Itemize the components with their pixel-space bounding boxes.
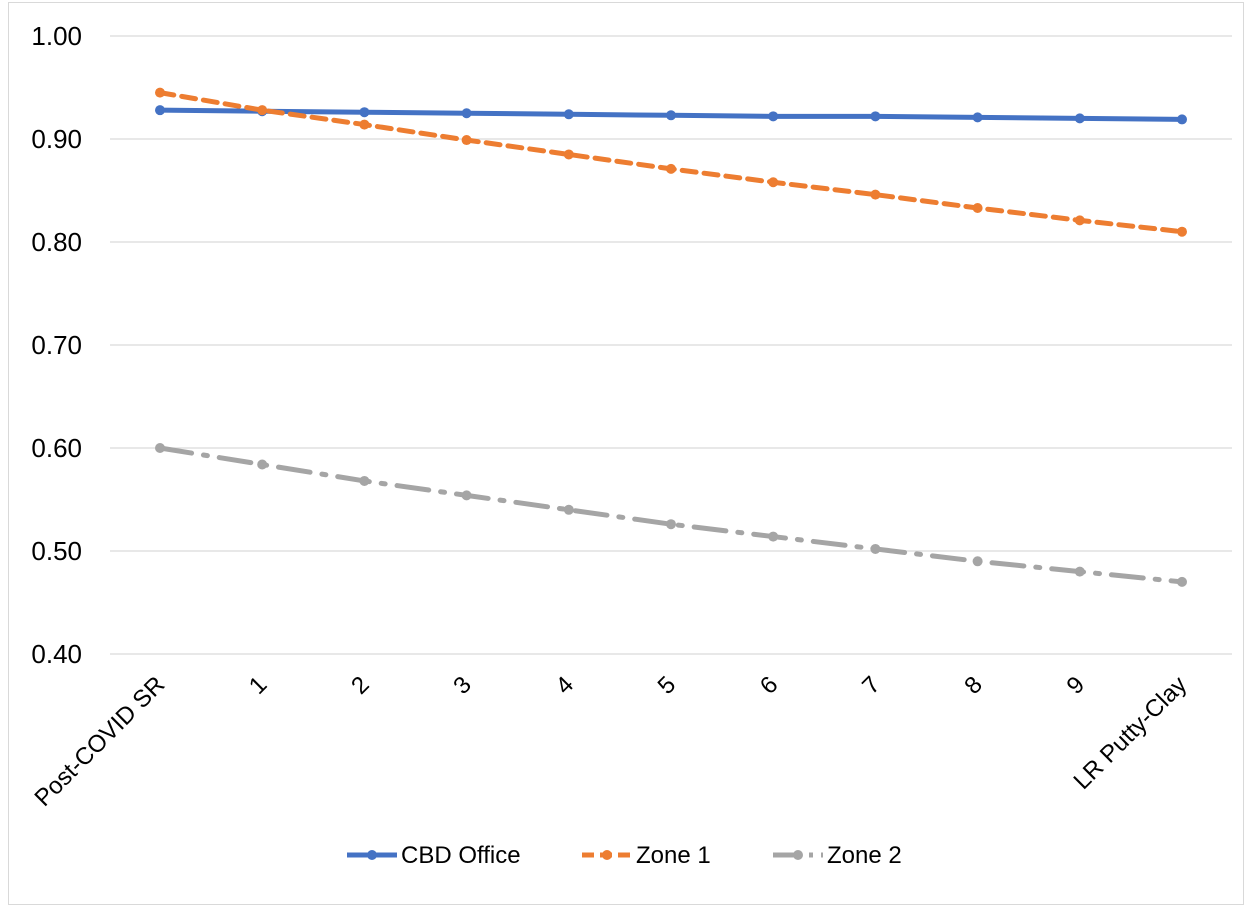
x-tick-label: 6	[755, 671, 784, 700]
data-point	[461, 108, 472, 119]
data-point	[1177, 114, 1187, 125]
series-lines	[155, 87, 1187, 587]
data-point	[563, 149, 574, 160]
x-tick-label: 9	[1062, 671, 1091, 700]
data-point	[1074, 215, 1085, 226]
data-point	[1177, 576, 1187, 587]
y-tick-label: 0.50	[31, 536, 82, 566]
data-point	[666, 519, 676, 530]
data-point	[972, 112, 983, 123]
data-point	[1074, 566, 1085, 577]
series-line-zone-2	[157, 445, 1185, 585]
chart-frame	[8, 2, 1244, 905]
data-point	[768, 177, 779, 188]
y-tick-label: 1.00	[31, 21, 82, 51]
data-point	[972, 203, 983, 214]
data-point	[359, 119, 370, 130]
data-point	[972, 556, 983, 567]
data-point	[257, 105, 268, 116]
data-point	[563, 109, 574, 120]
data-point	[461, 135, 472, 146]
data-point	[563, 504, 574, 515]
data-point	[359, 475, 370, 486]
y-tick-label: 0.60	[31, 433, 82, 463]
data-point	[257, 459, 268, 470]
data-point	[461, 490, 472, 501]
data-point	[359, 107, 370, 118]
data-point	[870, 111, 881, 122]
x-tick-label: 7	[857, 671, 886, 700]
data-point	[1177, 226, 1187, 237]
legend-label: CBD Office	[401, 842, 521, 869]
x-tick-label: Post-COVID SR	[30, 671, 171, 812]
x-tick-label: 4	[551, 671, 580, 700]
y-tick-label: 0.80	[31, 227, 82, 257]
data-point	[768, 111, 779, 122]
data-point	[870, 189, 881, 200]
legend-label: Zone 2	[827, 842, 902, 869]
data-point	[768, 531, 779, 542]
data-point	[155, 443, 165, 453]
y-tick-label: 0.40	[31, 639, 82, 669]
x-tick-label: 5	[653, 671, 682, 700]
legend-marker	[367, 850, 377, 860]
x-tick-label: 2	[346, 671, 375, 700]
data-point	[666, 163, 676, 174]
data-point	[155, 105, 165, 116]
data-point	[870, 543, 881, 554]
data-point	[155, 87, 165, 98]
legend-label: Zone 1	[636, 842, 711, 869]
gridlines	[110, 35, 1232, 655]
data-point	[666, 110, 676, 121]
y-tick-label: 0.70	[31, 330, 82, 360]
x-tick-label: 8	[959, 671, 988, 700]
x-tick-label: 1	[244, 671, 273, 700]
legend: CBD Office Zone 1 Zone 2	[347, 842, 902, 869]
legend-marker	[793, 850, 803, 860]
legend-marker	[602, 850, 612, 860]
y-tick-label: 0.90	[31, 124, 82, 154]
y-axis-ticks: 0.40 0.50 0.60 0.70 0.80 0.90 1.00	[31, 21, 82, 669]
data-point	[1074, 113, 1085, 124]
x-axis-ticks: Post-COVID SR 1 2 3 4 5 6 7 8 9LR Putty-Clay	[30, 671, 1193, 812]
x-tick-label: 3	[448, 671, 477, 700]
